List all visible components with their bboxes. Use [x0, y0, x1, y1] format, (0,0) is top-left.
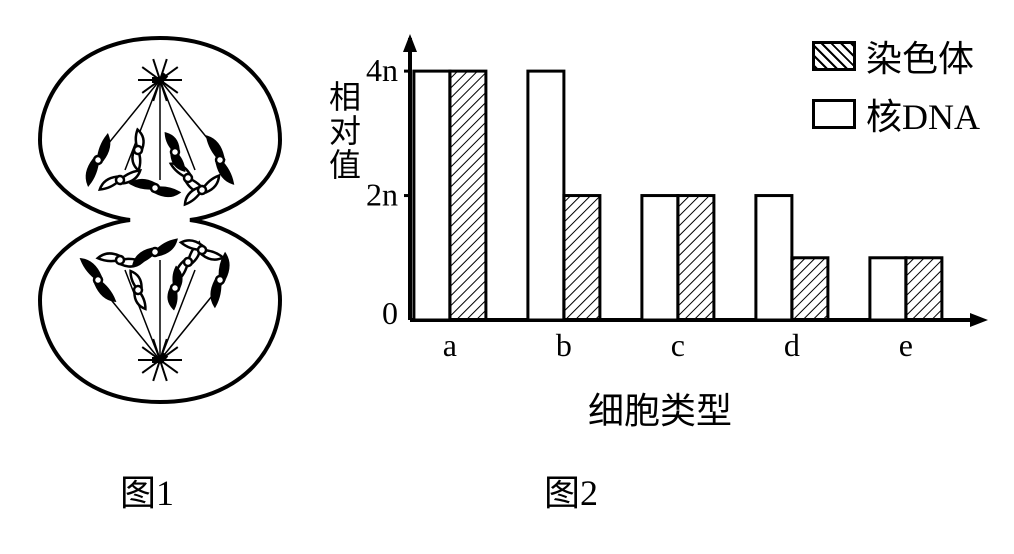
bar-chromosome	[564, 196, 600, 320]
cell-division-diagram	[20, 20, 300, 420]
y-tick-label: 0	[382, 295, 398, 331]
x-tick-label: c	[671, 327, 685, 363]
figure-2: 相对值 染色体 核DNA 0 2n 4n a b c d e 细胞类型	[320, 20, 1000, 434]
bar-dna	[528, 71, 564, 320]
legend: 染色体 核DNA	[812, 30, 980, 146]
legend-item-dna: 核DNA	[812, 88, 980, 140]
legend-swatch-none	[812, 99, 856, 129]
x-axis-label: 细胞类型	[588, 382, 732, 434]
bar-chromosome	[906, 258, 942, 320]
page: 相对值 染色体 核DNA 0 2n 4n a b c d e 细胞类型 图1 图2	[20, 20, 994, 516]
x-tick-label: a	[443, 327, 457, 363]
bar-chromosome	[450, 71, 486, 320]
legend-label: 染色体	[866, 30, 974, 82]
bar-dna	[642, 196, 678, 320]
figure-1-caption: 图1	[120, 464, 174, 516]
y-tick-label: 4n	[366, 52, 398, 88]
bar-dna	[870, 258, 906, 320]
x-tick-label: b	[556, 327, 572, 363]
legend-item-chromosome: 染色体	[812, 30, 980, 82]
bar-chromosome	[678, 196, 714, 320]
bar-dna	[414, 71, 450, 320]
y-tick-label: 2n	[366, 177, 398, 213]
bar-chromosome	[792, 258, 828, 320]
x-tick-label: e	[899, 327, 913, 363]
legend-label: 核DNA	[866, 88, 980, 140]
figure-2-caption: 图2	[544, 464, 598, 516]
bar-dna	[756, 196, 792, 320]
figures-row: 相对值 染色体 核DNA 0 2n 4n a b c d e 细胞类型	[20, 20, 994, 434]
captions-row: 图1 图2	[20, 464, 994, 516]
y-axis-label: 相对值	[320, 80, 366, 182]
figure-1	[20, 20, 300, 420]
x-tick-label: d	[784, 327, 800, 363]
legend-swatch-hatch	[812, 41, 856, 71]
